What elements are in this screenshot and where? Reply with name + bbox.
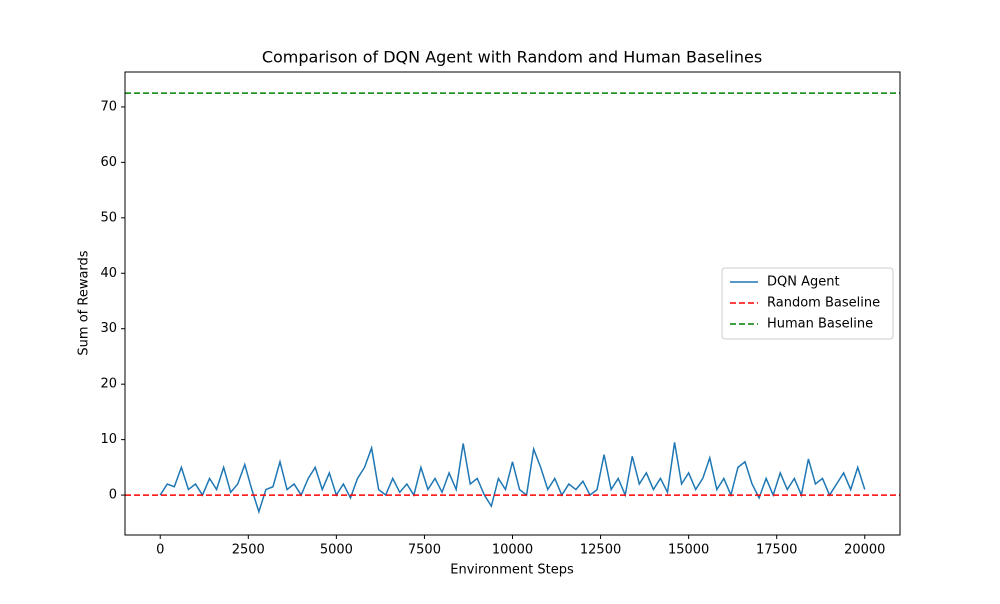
x-axis-label: Environment Steps xyxy=(450,563,574,578)
y-tick-label: 0 xyxy=(109,488,117,503)
x-tick-label: 0 xyxy=(156,543,164,558)
x-tick-label: 10000 xyxy=(492,543,533,558)
x-tick-label: 12500 xyxy=(580,543,621,558)
x-tick-label: 2500 xyxy=(232,543,265,558)
x-tick-label: 7500 xyxy=(408,543,441,558)
legend-label: Random Baseline xyxy=(767,296,880,311)
y-tick-label: 40 xyxy=(100,266,117,281)
legend: DQN Agent Random Baseline Human Baseline xyxy=(721,267,894,340)
y-tick-label: 50 xyxy=(100,210,117,225)
legend-box xyxy=(721,267,894,340)
data-line xyxy=(159,442,866,515)
x-tick-label: 17500 xyxy=(756,543,797,558)
chart-title: Comparison of DQN Agent with Random and … xyxy=(262,48,762,67)
x-tick-label: 5000 xyxy=(320,543,353,558)
legend-label: DQN Agent xyxy=(767,275,840,290)
y-axis-label: Sum of Rewards xyxy=(77,250,92,355)
y-tick-label: 10 xyxy=(100,432,117,447)
x-tick-label: 15000 xyxy=(668,543,709,558)
y-tick-label: 30 xyxy=(100,321,117,336)
plot-frame xyxy=(124,71,901,536)
y-tick-label: 70 xyxy=(100,99,117,114)
y-tick-label: 20 xyxy=(100,377,117,392)
x-tick-label: 20000 xyxy=(844,543,885,558)
y-tick-label: 60 xyxy=(100,155,117,170)
legend-label: Human Baseline xyxy=(767,317,873,332)
